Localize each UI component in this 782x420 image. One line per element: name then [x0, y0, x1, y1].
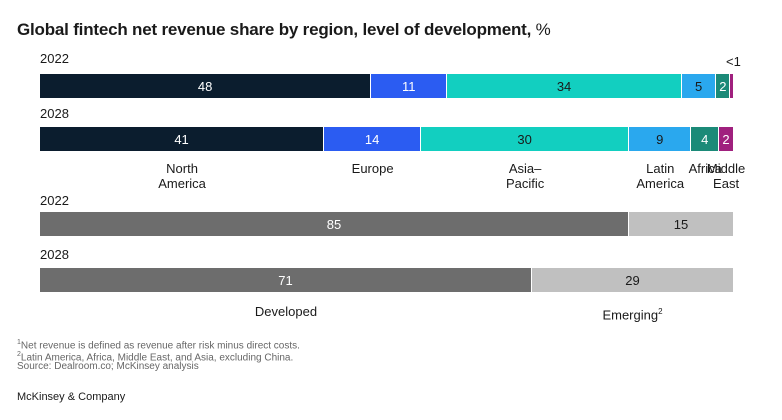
category-label-0-0: North America [158, 161, 206, 191]
bar-segment-1-1-1: 29 [532, 268, 733, 292]
category-label-0-4: Africa [688, 161, 722, 176]
small-annotation: <1 [726, 54, 741, 69]
category-label-0-1: Europe [351, 161, 394, 176]
bar-segment-0-0-1: 11 [371, 74, 448, 98]
bar-segment-0-1-1: 14 [324, 127, 422, 151]
stacked-bar-1-0: 85 15 [40, 212, 733, 236]
bar-segment-0-1-5: 2 [719, 127, 733, 151]
bar-segment-0-0-0: 48 [40, 74, 372, 98]
title-unit: % [535, 20, 551, 39]
year-label-0-0: 2022 [40, 51, 69, 66]
category-label-0-3: Latin America [636, 161, 685, 191]
footnote-2: 2Latin America, Africa, Middle East, and… [17, 351, 294, 364]
year-label-1-1: 2028 [40, 247, 69, 262]
stacked-bar-1-1: 71 29 [40, 268, 733, 292]
bar-segment-0-1-0: 41 [40, 127, 325, 151]
bar-segment-0-0-5 [730, 74, 733, 98]
bar-segment-0-0-4: 2 [716, 74, 731, 98]
category-label-1-0: Developed [254, 304, 318, 319]
footnote-3: Source: Dealroom.co; McKinsey analysis [17, 361, 199, 372]
year-label-0-1: 2028 [40, 106, 69, 121]
bar-segment-0-0-2: 34 [447, 74, 682, 98]
bar-segment-0-1-3: 9 [629, 127, 692, 151]
bar-segment-0-1-4: 4 [691, 127, 720, 151]
bar-segment-1-0-1: 15 [629, 212, 733, 236]
brand-logo-text: McKinsey & Company [17, 391, 126, 403]
stacked-bar-0-1: 41 14 30 9 4 2 [40, 127, 733, 151]
bar-segment-1-0-0: 85 [40, 212, 630, 236]
category-label-0-5: Middle East [706, 161, 746, 191]
bar-segment-0-0-3: 5 [681, 74, 717, 98]
chart-title: Global fintech net revenue share by regi… [17, 20, 551, 39]
category-label-0-2: Asia– Pacific [505, 161, 545, 191]
stacked-bar-0-0: 48 11 34 5 2 [40, 74, 733, 98]
footnote-1: 1Net revenue is defined as revenue after… [17, 339, 300, 352]
category-label-1-1: Emerging2 [602, 307, 663, 323]
bar-segment-0-1-2: 30 [421, 127, 630, 151]
year-label-1-0: 2022 [40, 193, 69, 208]
bar-segment-1-1-0: 71 [40, 268, 533, 292]
